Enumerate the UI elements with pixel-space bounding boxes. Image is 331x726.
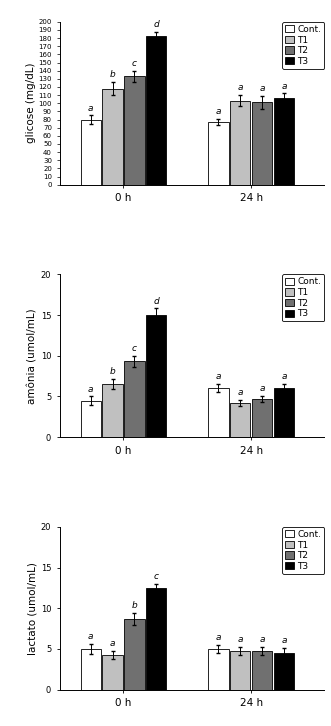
- Text: b: b: [110, 70, 116, 79]
- Legend: Cont., T1, T2, T3: Cont., T1, T2, T3: [282, 527, 324, 574]
- Bar: [230, 101, 251, 184]
- Text: b: b: [110, 367, 116, 376]
- Text: a: a: [110, 639, 115, 648]
- Legend: Cont., T1, T2, T3: Cont., T1, T2, T3: [282, 274, 324, 322]
- Text: a: a: [88, 385, 93, 393]
- Text: a: a: [88, 632, 93, 641]
- Bar: [274, 98, 294, 184]
- Text: a: a: [88, 104, 93, 113]
- Text: c: c: [132, 59, 137, 68]
- Text: a: a: [238, 83, 243, 92]
- Legend: Cont., T1, T2, T3: Cont., T1, T2, T3: [282, 22, 324, 69]
- Bar: [252, 651, 272, 690]
- Y-axis label: amônia (umol/mL): amônia (umol/mL): [28, 308, 38, 404]
- Y-axis label: glicose (mg/dL): glicose (mg/dL): [26, 63, 36, 144]
- Text: b: b: [132, 601, 137, 610]
- Bar: [103, 384, 122, 437]
- Y-axis label: lactato (umol/mL): lactato (umol/mL): [28, 562, 38, 655]
- Text: a: a: [216, 372, 221, 381]
- Bar: [209, 649, 228, 690]
- Bar: [80, 401, 101, 437]
- Bar: [103, 89, 122, 184]
- Text: d: d: [154, 296, 159, 306]
- Bar: [124, 362, 145, 437]
- Bar: [274, 653, 294, 690]
- Text: a: a: [216, 107, 221, 115]
- Bar: [252, 102, 272, 184]
- Bar: [146, 588, 166, 690]
- Text: a: a: [216, 633, 221, 642]
- Bar: [124, 76, 145, 184]
- Bar: [80, 120, 101, 184]
- Bar: [274, 388, 294, 437]
- Bar: [209, 122, 228, 184]
- Text: a: a: [238, 635, 243, 643]
- Text: a: a: [238, 388, 243, 397]
- Text: a: a: [281, 636, 287, 645]
- Bar: [230, 403, 251, 437]
- Bar: [124, 619, 145, 690]
- Bar: [80, 649, 101, 690]
- Text: c: c: [132, 344, 137, 353]
- Text: a: a: [260, 384, 265, 393]
- Text: a: a: [260, 635, 265, 645]
- Text: d: d: [154, 20, 159, 28]
- Text: a: a: [260, 84, 265, 93]
- Text: a: a: [281, 372, 287, 381]
- Text: a: a: [281, 81, 287, 91]
- Text: c: c: [154, 572, 159, 581]
- Bar: [103, 655, 122, 690]
- Bar: [252, 399, 272, 437]
- Bar: [146, 36, 166, 184]
- Bar: [209, 388, 228, 437]
- Bar: [230, 650, 251, 690]
- Bar: [146, 315, 166, 437]
